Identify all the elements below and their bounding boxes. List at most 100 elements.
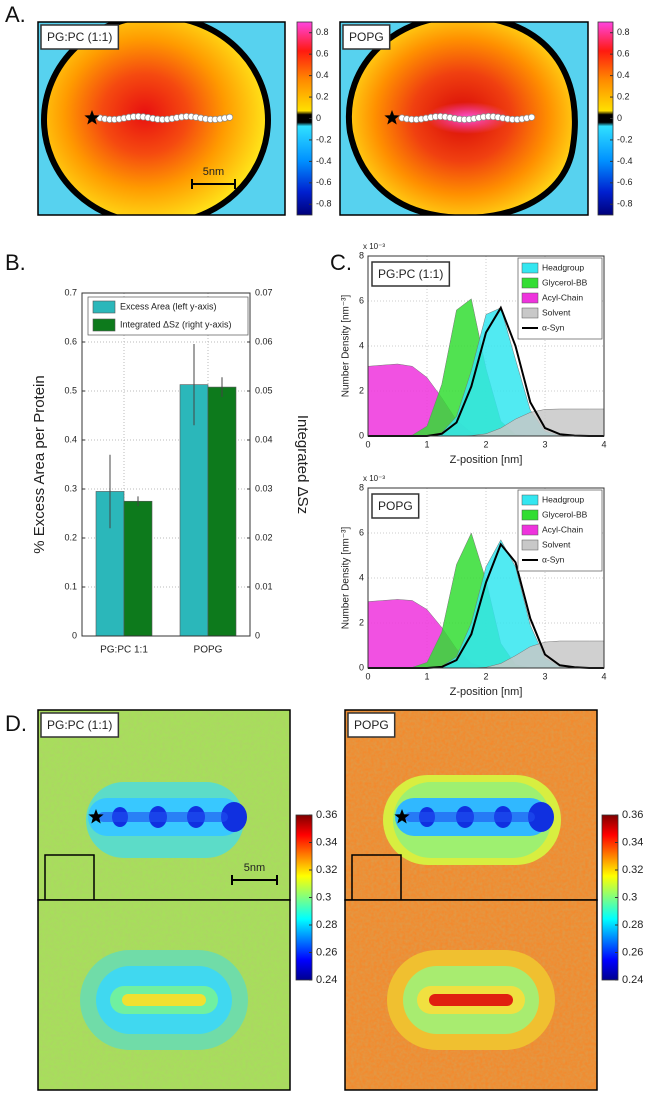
legend-label: α-Syn [542,322,565,332]
bar [207,386,237,637]
colorbar-tick-label: -0.4 [617,156,633,166]
x-axis-label: Z-position [nm] [450,454,523,466]
panel-title: PG:PC (1:1) [378,267,443,281]
title-frame [371,261,451,287]
legend-swatch [521,524,539,536]
y-tick-label: 0.4 [64,434,77,444]
panel-title: PG:PC (1:1) [47,718,112,732]
colorbar-tick-label: -0.8 [617,199,633,209]
colorbar-tick-label: 0.3 [316,891,331,903]
y-tick-label: 0 [359,662,364,672]
colorbar-tick-label: 0.28 [622,919,643,931]
legend-label: Glycerol-BB [542,277,588,287]
legend-swatch [521,539,539,551]
chain-core [98,812,228,822]
star-marker [84,110,100,125]
y-tick-label: 8 [359,482,364,492]
title-frame [371,493,420,519]
core [429,994,513,1006]
y2-tick-label: 0.07 [255,287,273,297]
y-tick-label: 6 [359,527,364,537]
panel-title: PG:PC (1:1) [47,30,112,44]
x-tick-label: 0 [365,439,370,449]
panel-title: POPG [349,30,384,44]
x-tick-label: 4 [601,671,606,681]
x-tick-label: 2 [483,671,488,681]
title-box: PG:PC (1:1) [40,24,120,50]
legend-label: Headgroup [542,262,584,272]
heatmap [38,22,285,215]
scale-label: 5nm [244,862,265,874]
y-multiplier: x 10⁻³ [363,242,385,251]
y-tick-label: 2 [359,385,364,395]
y-tick-label: 0.6 [64,336,77,346]
colorbar-tick-label: 0.36 [622,809,643,821]
colorbar-tick-label: 0.36 [316,809,337,821]
legend-label: Integrated ΔSz (right y-axis) [120,319,232,329]
area-fill [368,641,604,668]
colorbar-tick-label: 0.6 [316,49,329,59]
heatmap [345,710,597,900]
heatmap [340,22,588,215]
colorbar-tick-label: 0.26 [622,946,643,958]
legend-label: Acyl-Chain [542,524,583,534]
plot-frame [81,292,251,637]
y-tick-label: 0.7 [64,287,77,297]
title-box: POPG [371,493,420,519]
colorbar-tick-label: 0.8 [316,27,329,37]
plot-frame [367,255,605,437]
title-box: PG:PC (1:1) [371,261,451,287]
protein-bead [226,113,234,121]
colorbar-tick-label: 0.2 [316,91,329,101]
legend-label: Glycerol-BB [542,509,588,519]
legend-swatch [521,277,539,289]
y-axis-label: Number Density [nm⁻³] [341,295,352,398]
title-box: POPG [342,24,391,50]
y-multiplier: x 10⁻³ [363,474,385,483]
heatmap [38,710,290,900]
colorbar-tick-label: 0.8 [617,27,630,37]
legend-swatch [92,300,116,314]
legend-swatch [521,262,539,274]
low-blob [528,802,554,832]
legend-label: Solvent [542,307,571,317]
y-tick-label: 4 [359,340,364,350]
x-axis-label: Z-position [nm] [450,686,523,698]
colorbar-tick-label: 0.3 [622,891,637,903]
colorbar-tick-label: -0.4 [316,156,332,166]
area-fill [368,364,604,436]
legend-label: Headgroup [542,494,584,504]
legend-label: α-Syn [542,554,565,564]
y2-tick-label: 0.02 [255,532,273,542]
colorbar-tick-label: 0 [316,113,321,123]
panel-label: A. [5,2,26,27]
colorbar-tick-label: -0.2 [617,134,633,144]
legend-label: Excess Area (left y-axis) [120,301,217,311]
colorbar-tick-label: -0.8 [316,199,332,209]
x-tick-label: 0 [365,671,370,681]
x-tick-label: PG:PC 1:1 [100,645,148,656]
y-axis-label: Number Density [nm⁻³] [341,527,352,630]
title-frame [347,712,396,738]
heatmap [345,900,597,1090]
y2-tick-label: 0.06 [255,336,273,346]
legend-label: Solvent [542,539,571,549]
low-blob [221,802,247,832]
y-tick-label: 6 [359,295,364,305]
y2-tick-label: 0.01 [255,581,273,591]
colorbar-tick-label: 0.6 [617,49,630,59]
heatmap-frame [339,21,589,216]
panel-title: POPG [378,499,413,513]
title-frame [342,24,391,50]
legend-swatch [92,318,116,332]
chain-core [405,812,535,822]
y-tick-label: 0.3 [64,483,77,493]
core [122,994,206,1006]
y-tick-label: 4 [359,572,364,582]
star-marker [88,809,104,824]
panel-title: POPG [354,718,389,732]
bar [123,500,153,637]
y2-tick-label: 0 [255,630,260,640]
legend-swatch [521,307,539,319]
